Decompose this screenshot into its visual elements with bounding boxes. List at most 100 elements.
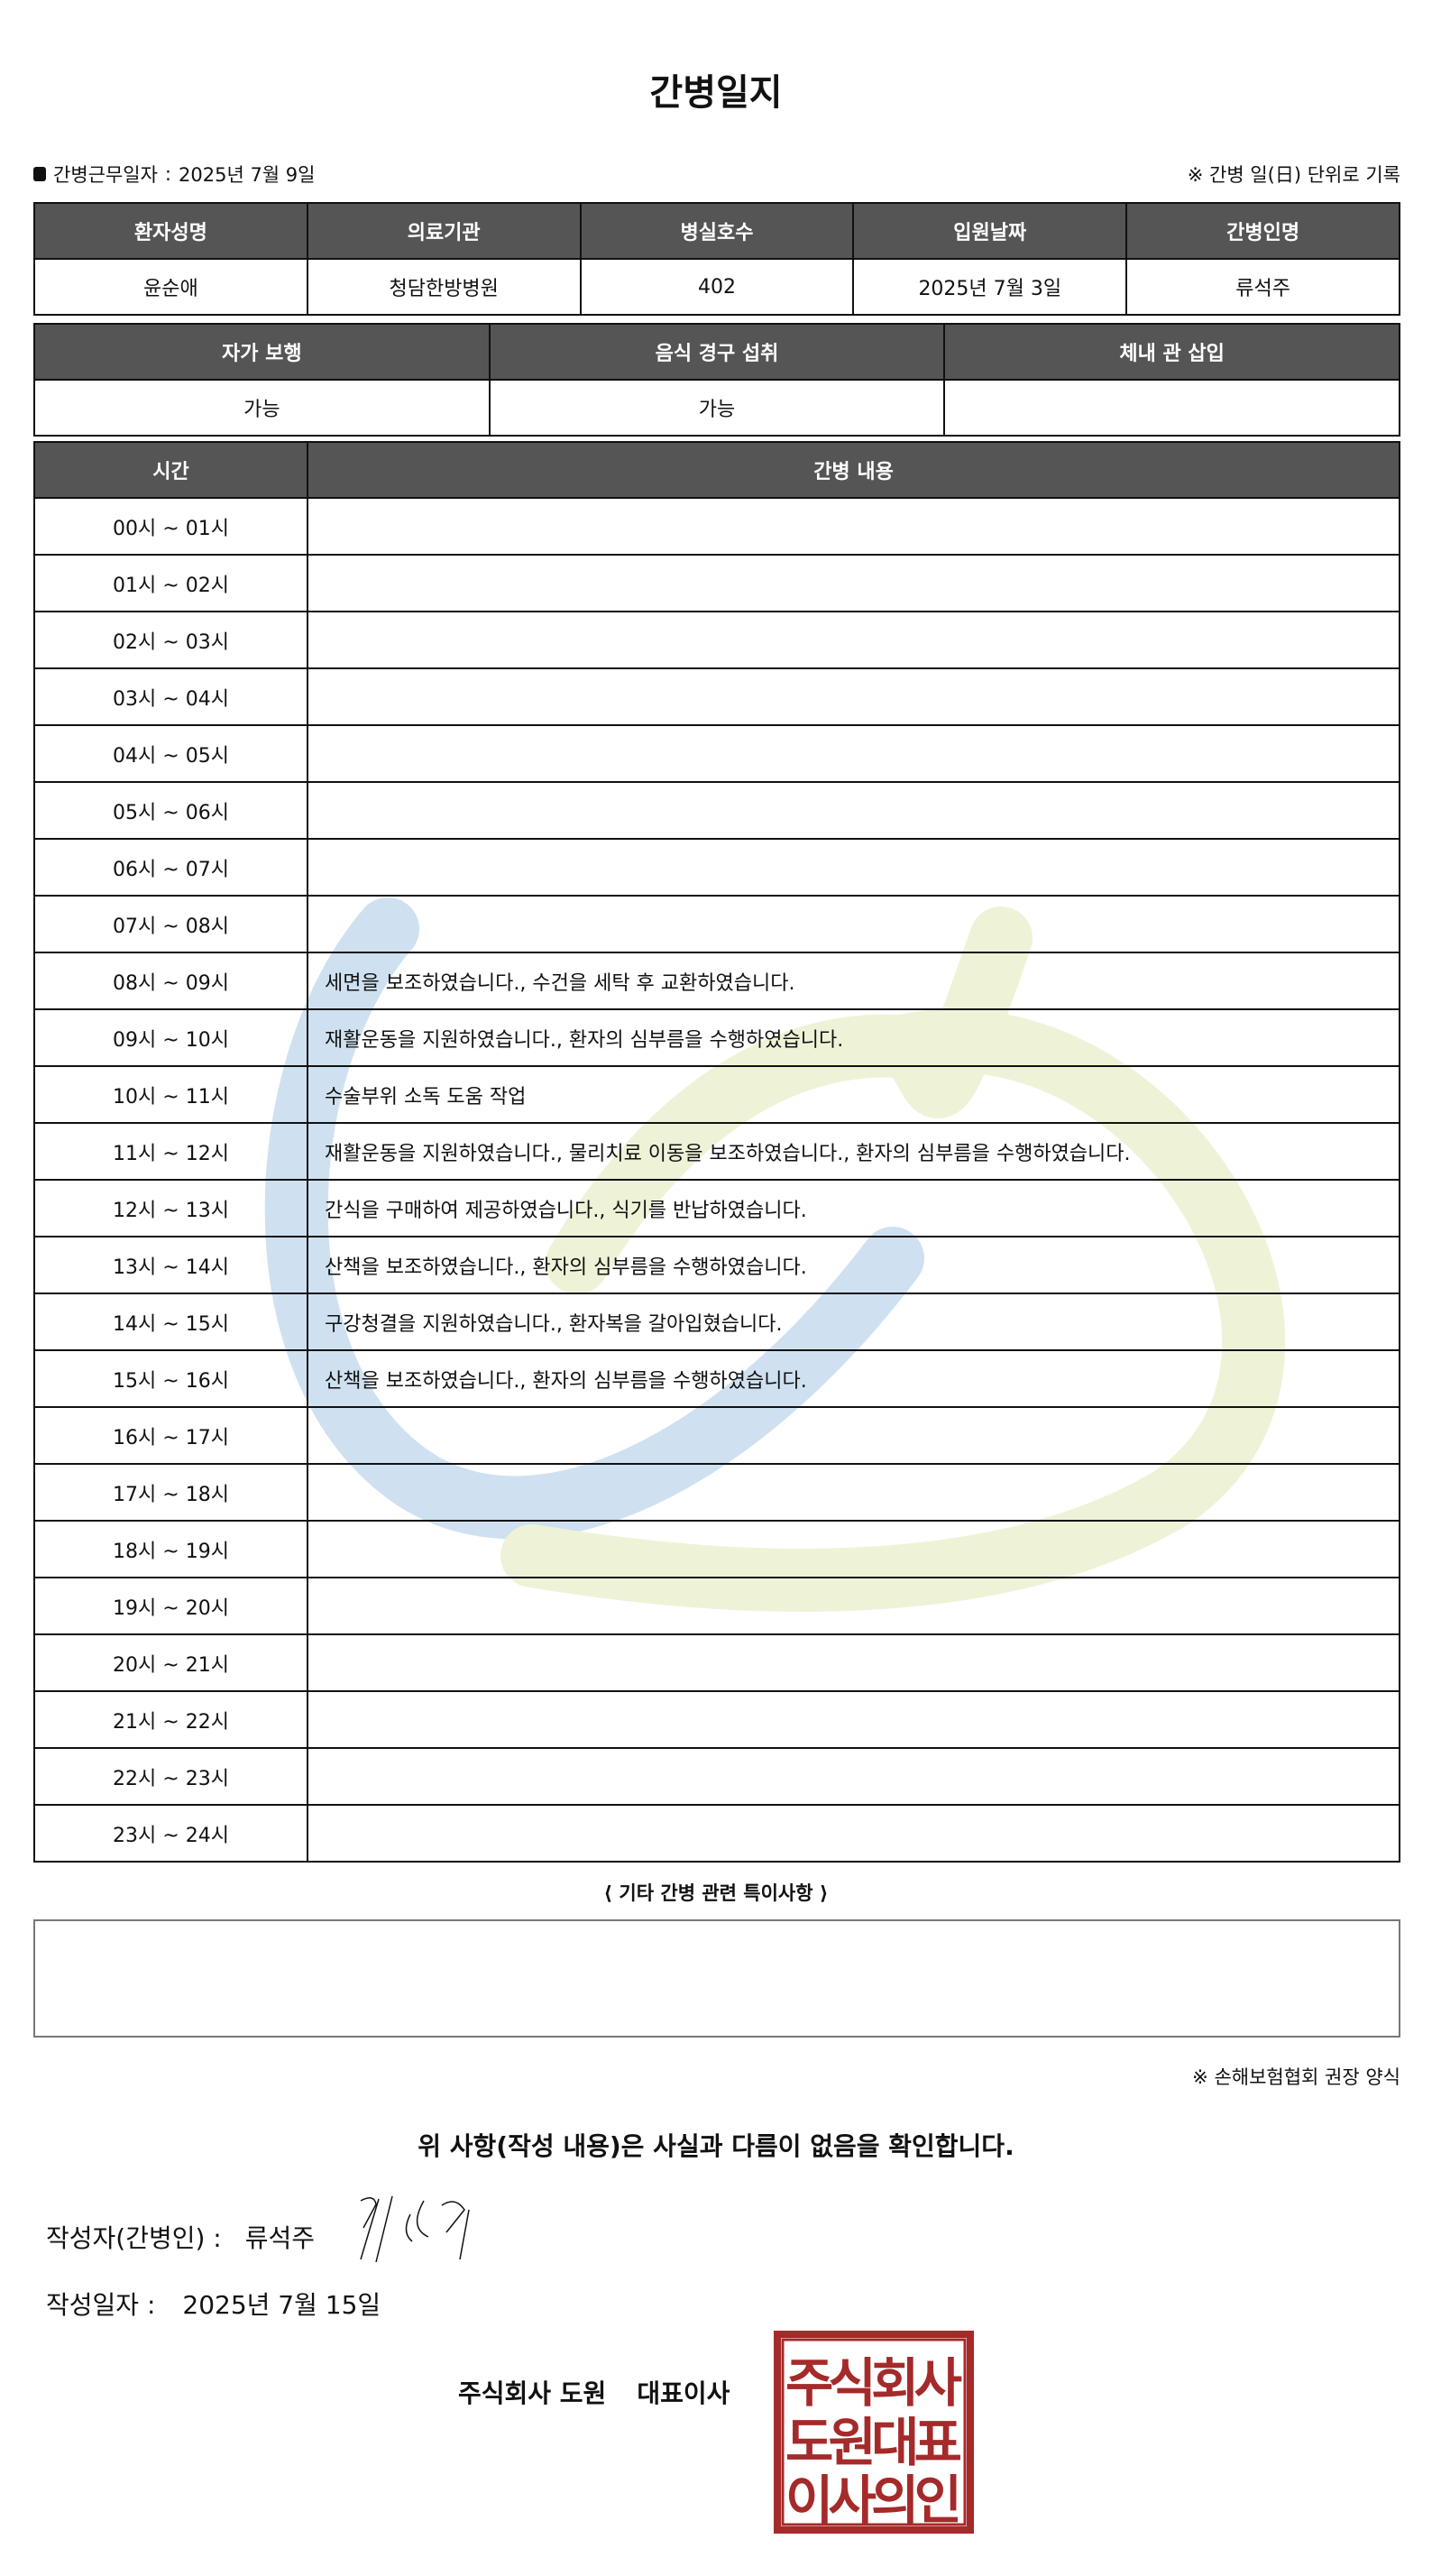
confirmation-statement: 위 사항(작성 내용)은 사실과 다름이 없음을 확인합니다. (418, 2131, 1014, 2161)
oral-intake: 가능 (488, 379, 946, 437)
caregiver-name: 류석주 (1125, 258, 1400, 316)
care-content-cell: 재활운동을 지원하였습니다., 환자의 심부름을 수행하였습니다. (307, 1008, 1400, 1067)
table-row: 22시 ~ 23시 (33, 1747, 1400, 1806)
table-row: 15시 ~ 16시 산책을 보조하였습니다., 환자의 심부름을 수행하였습니다. (33, 1349, 1400, 1408)
care-content-cell (307, 724, 1400, 783)
table-row: 14시 ~ 15시 구강청결을 지원하였습니다., 환자복을 갈아입혔습니다. (33, 1293, 1400, 1351)
time-cell: 13시 ~ 14시 (33, 1236, 308, 1294)
care-content-cell: 재활운동을 지원하였습니다., 물리치료 이동을 보조하였습니다., 환자의 심… (307, 1122, 1400, 1181)
colon: : (164, 163, 171, 185)
time-cell: 09시 ~ 10시 (33, 1008, 308, 1067)
table-row: 20시 ~ 21시 (33, 1633, 1400, 1692)
care-content-cell (307, 1463, 1400, 1522)
company-name: 주식회사 도원 (458, 2378, 607, 2408)
table-row: 12시 ~ 13시 간식을 구매하여 제공하였습니다., 식기를 반납하였습니다. (33, 1179, 1400, 1237)
time-cell: 02시 ~ 03시 (33, 611, 308, 669)
admission-date: 2025년 7월 3일 (852, 258, 1128, 316)
header-cell: 자가 보행 (33, 323, 491, 381)
table-row: 06시 ~ 07시 (33, 838, 1400, 897)
time-cell: 03시 ~ 04시 (33, 667, 308, 726)
care-content-cell (307, 1633, 1400, 1692)
care-content-cell: 간식을 구매하여 제공하였습니다., 식기를 반납하였습니다. (307, 1179, 1400, 1237)
time-cell: 00시 ~ 01시 (33, 497, 308, 556)
time-cell: 04시 ~ 05시 (33, 724, 308, 783)
time-cell: 10시 ~ 11시 (33, 1065, 308, 1124)
care-content-cell: 산책을 보조하였습니다., 환자의 심부름을 수행하였습니다. (307, 1236, 1400, 1294)
care-content-cell (307, 1577, 1400, 1635)
table-row: 19시 ~ 20시 (33, 1577, 1400, 1635)
time-cell: 18시 ~ 19시 (33, 1520, 308, 1578)
care-content-cell (307, 1804, 1400, 1863)
svg-text:이사의인: 이사의인 (785, 2470, 962, 2531)
care-content-cell (307, 781, 1400, 840)
care-content-cell (307, 1520, 1400, 1578)
care-content-cell: 산책을 보조하였습니다., 환자의 심부름을 수행하였습니다. (307, 1349, 1400, 1408)
patient-name: 윤순애 (33, 258, 308, 316)
work-date-label: 간병근무일자 (53, 164, 158, 186)
time-cell: 05시 ~ 06시 (33, 781, 308, 840)
header-time: 시간 (33, 441, 308, 499)
patient-status-table: 자가 보행 음식 경구 섭취 체내 관 삽입 가능 가능 (33, 323, 1400, 437)
care-log-table: 시간 간병 내용 00시 ~ 01시 01시 ~ 02시 02시 ~ 03시 03시 … (33, 441, 1400, 1863)
time-cell: 08시 ~ 09시 (33, 952, 308, 1010)
table-row: 07시 ~ 08시 (33, 895, 1400, 953)
tube-insertion (943, 379, 1400, 437)
work-date: 간병근무일자 : 2025년 7월 9일 (33, 161, 315, 188)
care-content-cell (307, 1690, 1400, 1749)
care-content-cell (307, 667, 1400, 726)
care-content-cell: 세면을 보조하였습니다., 수건을 세탁 후 교환하였습니다. (307, 952, 1400, 1010)
signature (360, 2195, 470, 2263)
time-cell: 01시 ~ 02시 (33, 554, 308, 612)
table-row: 10시 ~ 11시 수술부위 소독 도움 작업 (33, 1065, 1400, 1124)
header-content: 간병 내용 (307, 441, 1400, 499)
care-content-cell (307, 611, 1400, 669)
care-content-cell (307, 554, 1400, 612)
writer-line: 작성자(간병인) : 류석주 (46, 2219, 315, 2255)
table-row: 04시 ~ 05시 (33, 724, 1400, 783)
table-row: 11시 ~ 12시 재활운동을 지원하였습니다., 물리치료 이동을 보조하였습니… (33, 1122, 1400, 1181)
writer-name: 류석주 (244, 2223, 316, 2253)
time-cell: 15시 ~ 16시 (33, 1349, 308, 1408)
table-row: 03시 ~ 04시 (33, 667, 1400, 726)
room-number: 402 (579, 258, 855, 316)
time-cell: 16시 ~ 17시 (33, 1406, 308, 1465)
hospital: 청담한방병원 (306, 258, 582, 316)
write-date-label: 작성일자 : (46, 2290, 156, 2320)
time-cell: 07시 ~ 08시 (33, 895, 308, 953)
bullet-icon (33, 167, 46, 181)
care-content-cell (307, 895, 1400, 953)
care-content-cell (307, 497, 1400, 556)
care-content-cell: 구강청결을 지원하였습니다., 환자복을 갈아입혔습니다. (307, 1293, 1400, 1351)
table-row: 01시 ~ 02시 (33, 554, 1400, 612)
special-notes-title: ⟨ 기타 간병 관련 특이사항 ⟩ (603, 1882, 829, 1904)
table-row: 02시 ~ 03시 (33, 611, 1400, 669)
table-row: 16시 ~ 17시 (33, 1406, 1400, 1465)
table-row: 08시 ~ 09시 세면을 보조하였습니다., 수건을 세탁 후 교환하였습니다. (33, 952, 1400, 1010)
header-cell: 의료기관 (306, 202, 582, 260)
time-cell: 19시 ~ 20시 (33, 1577, 308, 1635)
company-line: 주식회사 도원 대표이사 (458, 2374, 730, 2410)
record-unit-note: ※ 간병 일(日) 단위로 기록 (1187, 164, 1400, 186)
self-walking: 가능 (33, 379, 491, 437)
table-row: 00시 ~ 01시 (33, 497, 1400, 556)
table-row: 18시 ~ 19시 (33, 1520, 1400, 1578)
care-content-cell (307, 1747, 1400, 1806)
time-cell: 12시 ~ 13시 (33, 1179, 308, 1237)
time-cell: 17시 ~ 18시 (33, 1463, 308, 1522)
patient-info-table: 환자성명 의료기관 병실호수 입원날짜 간병인명 윤순애 청담한방병원 402 … (33, 202, 1400, 316)
write-date-line: 작성일자 : 2025년 7월 15일 (46, 2286, 381, 2322)
time-cell: 06시 ~ 07시 (33, 838, 308, 897)
table-row: 09시 ~ 10시 재활운동을 지원하였습니다., 환자의 심부름을 수행하였습니… (33, 1008, 1400, 1067)
table-row: 13시 ~ 14시 산책을 보조하였습니다., 환자의 심부름을 수행하였습니다. (33, 1236, 1400, 1294)
table-row: 17시 ~ 18시 (33, 1463, 1400, 1522)
form-source-note: ※ 손해보험협회 권장 양식 (1192, 2066, 1400, 2088)
special-notes-box (33, 1919, 1400, 2038)
table-row: 21시 ~ 22시 (33, 1690, 1400, 1749)
time-cell: 22시 ~ 23시 (33, 1747, 308, 1806)
time-cell: 11시 ~ 12시 (33, 1122, 308, 1181)
header-cell: 환자성명 (33, 202, 308, 260)
care-content-cell: 수술부위 소독 도움 작업 (307, 1065, 1400, 1124)
work-date-value: 2025년 7월 9일 (179, 164, 316, 186)
table-row: 23시 ~ 24시 (33, 1804, 1400, 1863)
time-cell: 20시 ~ 21시 (33, 1633, 308, 1692)
